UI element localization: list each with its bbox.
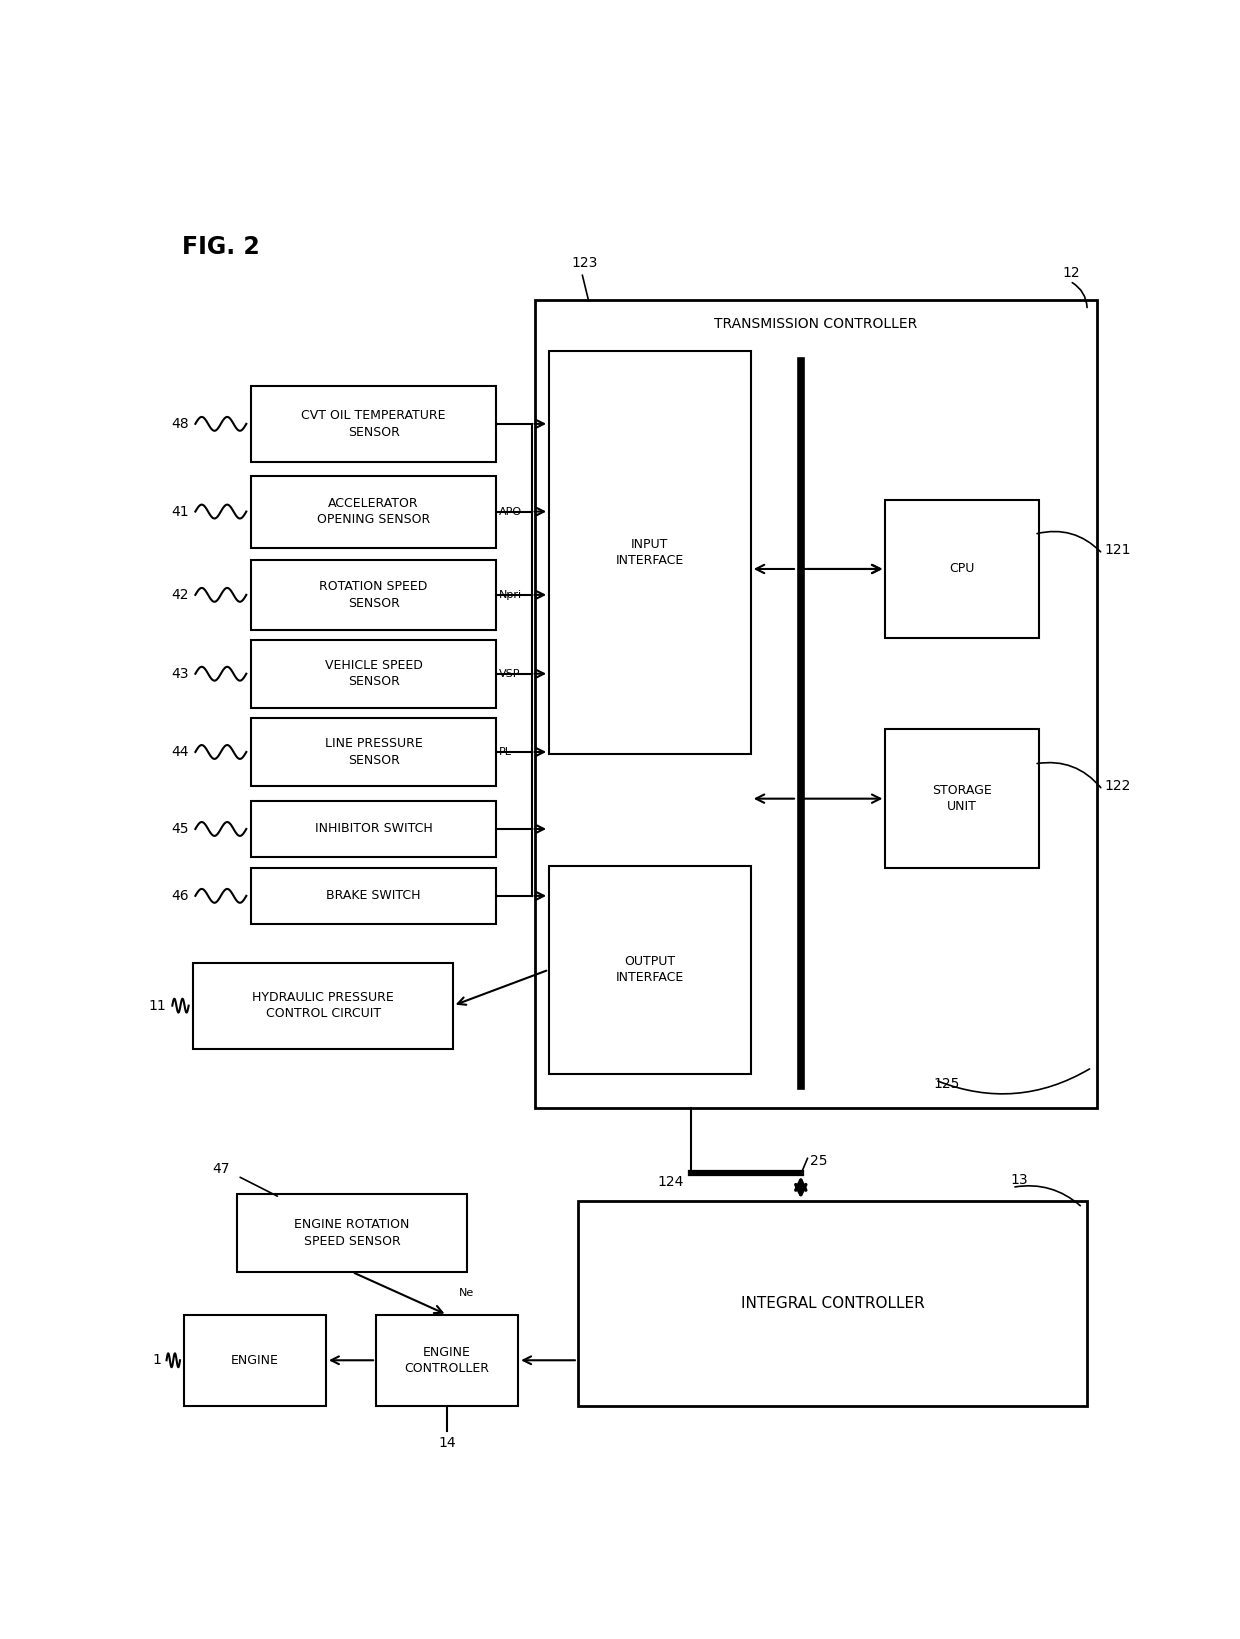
Bar — [250, 801, 496, 857]
Text: 45: 45 — [171, 821, 188, 836]
Text: INHIBITOR SWITCH: INHIBITOR SWITCH — [315, 823, 433, 836]
Text: ROTATION SPEED
SENSOR: ROTATION SPEED SENSOR — [320, 580, 428, 610]
Text: FIG. 2: FIG. 2 — [182, 234, 259, 259]
Text: INPUT
INTERFACE: INPUT INTERFACE — [616, 538, 684, 567]
Text: Ne: Ne — [459, 1288, 474, 1298]
Text: 124: 124 — [657, 1175, 683, 1190]
Text: 42: 42 — [171, 588, 188, 602]
Text: VSP: VSP — [498, 669, 521, 679]
Bar — [250, 561, 496, 629]
Text: PL: PL — [498, 747, 512, 757]
Text: 25: 25 — [811, 1154, 828, 1169]
Text: 121: 121 — [1105, 543, 1131, 557]
Bar — [193, 962, 453, 1049]
Bar — [885, 500, 1039, 638]
Text: 43: 43 — [171, 667, 188, 680]
Text: APO: APO — [498, 506, 522, 516]
Text: 14: 14 — [438, 1436, 456, 1451]
Bar — [237, 1193, 467, 1272]
Text: CPU: CPU — [950, 562, 975, 575]
Text: TRANSMISSION CONTROLLER: TRANSMISSION CONTROLLER — [714, 316, 918, 331]
Bar — [184, 1314, 326, 1406]
Text: 13: 13 — [1011, 1174, 1028, 1187]
Text: ACCELERATOR
OPENING SENSOR: ACCELERATOR OPENING SENSOR — [317, 497, 430, 526]
Bar — [376, 1314, 518, 1406]
Text: HYDRAULIC PRESSURE
CONTROL CIRCUIT: HYDRAULIC PRESSURE CONTROL CIRCUIT — [252, 992, 394, 1021]
Text: ENGINE ROTATION
SPEED SENSOR: ENGINE ROTATION SPEED SENSOR — [294, 1218, 409, 1247]
Text: CVT OIL TEMPERATURE
SENSOR: CVT OIL TEMPERATURE SENSOR — [301, 410, 446, 439]
Bar — [250, 387, 496, 462]
Text: BRAKE SWITCH: BRAKE SWITCH — [326, 890, 420, 903]
Bar — [549, 865, 751, 1074]
Text: 47: 47 — [212, 1162, 229, 1177]
Bar — [885, 729, 1039, 869]
Text: 41: 41 — [171, 505, 188, 518]
Text: 46: 46 — [171, 888, 188, 903]
Text: 11: 11 — [149, 998, 166, 1013]
Text: Npri: Npri — [498, 590, 522, 600]
Bar — [534, 300, 1096, 1108]
Text: 48: 48 — [171, 416, 188, 431]
Text: ENGINE: ENGINE — [231, 1354, 279, 1367]
Text: OUTPUT
INTERFACE: OUTPUT INTERFACE — [616, 956, 684, 985]
Bar — [578, 1201, 1087, 1406]
Bar — [250, 475, 496, 547]
Text: STORAGE
UNIT: STORAGE UNIT — [932, 783, 992, 813]
Bar — [250, 639, 496, 708]
Bar — [250, 869, 496, 924]
Text: 1: 1 — [153, 1354, 161, 1367]
Text: 12: 12 — [1063, 266, 1080, 280]
Text: LINE PRESSURE
SENSOR: LINE PRESSURE SENSOR — [325, 738, 423, 767]
Text: VEHICLE SPEED
SENSOR: VEHICLE SPEED SENSOR — [325, 659, 423, 688]
Text: 122: 122 — [1105, 779, 1131, 793]
Text: ENGINE
CONTROLLER: ENGINE CONTROLLER — [404, 1346, 490, 1375]
Bar — [549, 351, 751, 754]
Text: INTEGRAL CONTROLLER: INTEGRAL CONTROLLER — [740, 1296, 924, 1311]
Text: 44: 44 — [171, 746, 188, 759]
Text: 123: 123 — [572, 256, 598, 270]
Bar — [250, 718, 496, 787]
Text: 125: 125 — [934, 1077, 960, 1092]
